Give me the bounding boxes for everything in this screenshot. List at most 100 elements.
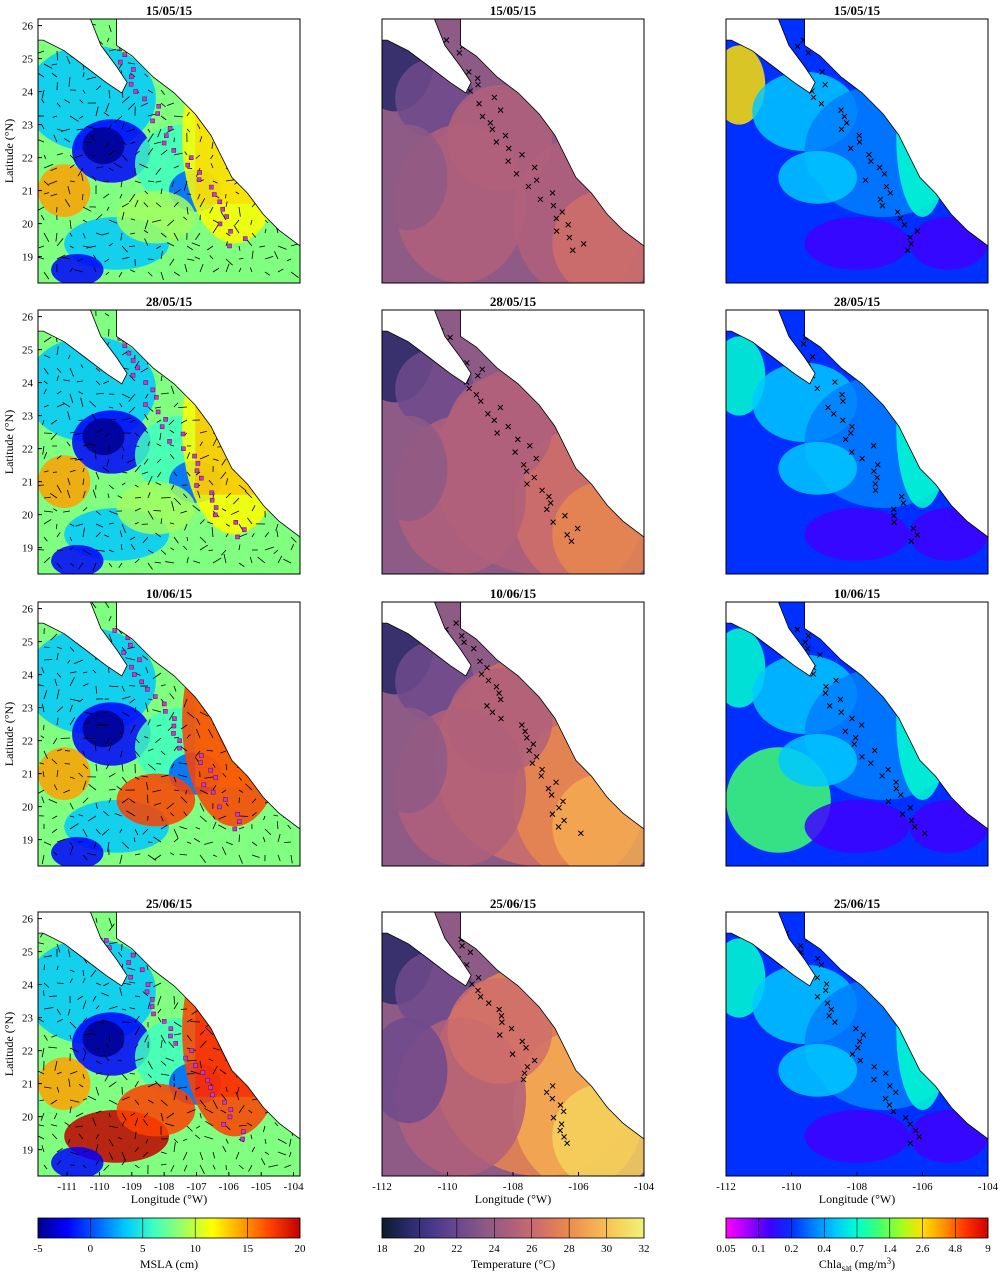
y-tick-label: 20 — [22, 1112, 34, 1124]
x-tick-label: -108 — [503, 1181, 524, 1193]
panel-frame — [725, 601, 989, 867]
panel-1-2: 10/06/15 — [381, 586, 645, 867]
y-axis-label: Latitude (°N) — [2, 702, 16, 766]
y-tick-label: 22 — [22, 1046, 33, 1058]
colorbar-tick-label: 15 — [242, 1243, 254, 1255]
y-axis-label: Latitude (°N) — [2, 119, 16, 183]
colorbar-label: Temperature (°C) — [471, 1257, 555, 1271]
colorbar-tick-label: 18 — [377, 1243, 389, 1255]
land-baja — [725, 309, 816, 385]
colorbar-tick-label: 0.1 — [752, 1243, 766, 1255]
y-tick-label: 26 — [22, 312, 34, 324]
panel-frame — [381, 309, 645, 575]
y-tick-label: 22 — [22, 736, 33, 748]
land-baja — [725, 601, 816, 677]
x-tick-label: -104 — [978, 1181, 999, 1193]
land-mainland — [804, 911, 989, 1140]
panel-title: 15/05/15 — [146, 3, 193, 18]
land-baja — [725, 911, 816, 987]
panel-1-1: 28/05/15 — [381, 294, 645, 575]
x-axis-label: Longitude (°W) — [475, 1192, 551, 1206]
panel-title: 25/06/15 — [490, 896, 537, 911]
y-tick-label: 23 — [22, 411, 34, 423]
panel-frame — [37, 309, 301, 575]
x-axis-label: Longitude (°W) — [819, 1192, 895, 1206]
y-tick-label: 22 — [22, 444, 33, 456]
x-tick-label: -107 — [186, 1181, 207, 1193]
land-mainland — [804, 18, 989, 247]
y-tick-label: 24 — [22, 378, 34, 390]
y-tick-label: 21 — [22, 1079, 33, 1091]
colorbar-tick-label: 20 — [295, 1243, 307, 1255]
colorbar-tick-label: 30 — [601, 1243, 613, 1255]
land-mainland — [460, 18, 645, 247]
land-mainland — [116, 309, 301, 538]
x-tick-label: -109 — [122, 1181, 143, 1193]
land-baja — [37, 18, 128, 94]
x-tick-label: -110 — [90, 1181, 110, 1193]
x-tick-label: -104 — [634, 1181, 655, 1193]
colorbar-tick-label: 2.6 — [916, 1243, 930, 1255]
land-baja — [381, 601, 472, 677]
land-baja — [381, 18, 472, 94]
y-tick-label: 25 — [22, 947, 34, 959]
y-axis-label: Latitude (°N) — [2, 1012, 16, 1076]
y-tick-label: 20 — [22, 510, 34, 522]
y-tick-label: 26 — [22, 604, 34, 616]
x-tick-label: -112 — [716, 1181, 736, 1193]
y-tick-label: 23 — [22, 120, 34, 132]
land-mainland — [804, 601, 989, 830]
colorbar-tick-label: 4.8 — [948, 1243, 962, 1255]
panel-title: 28/05/15 — [834, 294, 881, 309]
y-tick-label: 23 — [22, 703, 34, 715]
y-tick-label: 20 — [22, 802, 34, 814]
panel-frame — [37, 18, 301, 284]
y-tick-label: 19 — [22, 252, 34, 264]
colorbar-tick-label: 10 — [190, 1243, 202, 1255]
panel-title: 28/05/15 — [146, 294, 193, 309]
panel-2-2: 10/06/15 — [725, 586, 989, 867]
y-tick-label: 25 — [22, 345, 34, 357]
colorbar-tick-label: 1.4 — [883, 1243, 897, 1255]
panel-title: 15/05/15 — [490, 3, 537, 18]
x-tick-label: -112 — [372, 1181, 392, 1193]
panel-2-3: 25/06/15 -112 -110 -108 -106 -104 Longitude (°… — [716, 896, 999, 1206]
colorbar-tick-label: 0.4 — [817, 1243, 831, 1255]
x-axis-label: Longitude (°W) — [131, 1192, 207, 1206]
land-mainland — [460, 911, 645, 1140]
x-tick-label: -110 — [438, 1181, 458, 1193]
land-mainland — [460, 309, 645, 538]
colorbar-tick-label: 5 — [140, 1243, 146, 1255]
y-tick-label: 19 — [22, 1145, 34, 1157]
x-tick-label: -104 — [283, 1181, 304, 1193]
station-markers — [443, 620, 584, 837]
land-baja — [381, 309, 472, 385]
y-tick-label: 21 — [22, 477, 33, 489]
station-markers — [777, 328, 921, 545]
panel-title: 10/06/15 — [834, 586, 881, 601]
y-tick-label: 24 — [22, 980, 34, 992]
x-tick-label: -105 — [251, 1181, 272, 1193]
land-baja — [725, 18, 816, 94]
land-mainland — [116, 911, 301, 1140]
station-markers — [787, 37, 921, 254]
x-tick-label: -106 — [912, 1181, 933, 1193]
colorbar-tick-label: 9 — [985, 1243, 991, 1255]
land-baja — [381, 911, 472, 987]
panel-frame — [725, 18, 989, 284]
x-tick-label: -108 — [847, 1181, 868, 1193]
colorbar-tick-label: 0.7 — [850, 1243, 864, 1255]
colorbar-chla: 0.05 0.1 0.2 0.4 0.7 1.4 2.6 4.8 9 Chlasat (mg/m3… — [716, 1217, 991, 1273]
station-markers — [433, 930, 570, 1147]
panel-frame — [381, 18, 645, 284]
colorbar-label: Chlasat (mg/m3) — [819, 1256, 895, 1273]
x-tick-label: -106 — [219, 1181, 240, 1193]
panel-frame — [37, 601, 301, 867]
y-tick-label: 21 — [22, 186, 33, 198]
y-tick-label: 23 — [22, 1013, 34, 1025]
y-tick-label: 21 — [22, 769, 33, 781]
